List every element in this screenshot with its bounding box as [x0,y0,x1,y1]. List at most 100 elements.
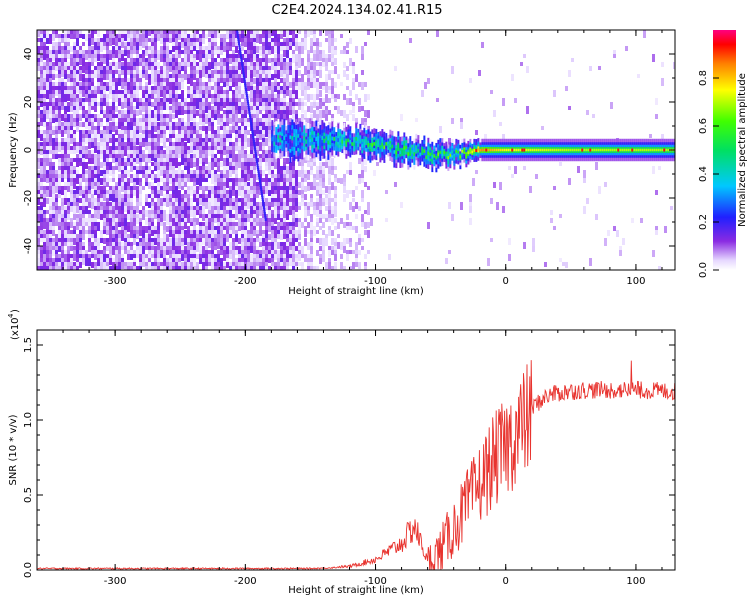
heat-cell [181,98,184,103]
heat-cell [358,82,361,87]
heat-cell [316,202,319,206]
heat-cell [76,250,79,254]
heat-cell [334,218,337,223]
heat-cell [268,234,271,240]
heat-cell [109,234,112,240]
heat-cell [52,30,55,35]
heat-cell [193,98,196,103]
heat-cell [175,58,178,64]
heat-cell [202,114,205,118]
heat-cell [283,262,286,267]
heat-cell [136,150,139,156]
heat-cell [64,250,67,257]
heat-cell [235,42,238,48]
heat-cell [133,130,136,134]
heat-cell [154,206,157,211]
heat-cell [106,238,109,244]
heat-cell [49,170,52,176]
heat-cell [250,90,253,97]
heat-cell [352,262,355,269]
heat-cell [142,86,145,92]
heat-cell [163,50,166,57]
heat-cell [331,70,334,74]
heat-cell [262,254,265,259]
heat-cell [94,214,97,219]
heat-cell [352,66,355,74]
heat-cell [70,118,73,126]
heat-cell [229,190,232,198]
heat-cell [223,214,226,221]
heat-cell [139,266,142,270]
heat-cell [217,54,220,58]
heat-cell [94,146,97,153]
heat-cell [97,266,100,270]
heat-cell [43,198,46,202]
heat-cell [61,86,64,90]
heat-cell [136,62,139,66]
heat-cell [67,158,70,165]
heat-cell [148,74,151,79]
heat-cell [292,174,295,178]
heat-cell [283,114,286,118]
heat-cell [289,122,292,128]
heat-cell [133,126,136,133]
heat-cell [187,158,190,162]
heat-cell [160,254,163,258]
heat-cell [160,82,163,86]
heat-cell [334,174,337,180]
heat-cell [196,254,199,259]
heat-cell [124,150,127,156]
heat-cell [76,198,79,204]
heat-cell [319,30,322,36]
heat-cell [250,206,253,212]
heat-cell [79,154,82,158]
heat-cell [229,158,232,163]
heat-cell [79,258,82,263]
heat-cell [115,34,118,38]
heat-cell [178,166,181,171]
heat-cell [304,34,307,40]
heat-cell [238,266,241,270]
heat-cell [136,214,139,221]
heat-cell [163,178,166,182]
heat-cell [331,206,334,210]
heat-cell [85,62,88,70]
heat-cell [43,142,46,148]
heat-cell [244,34,247,39]
heat-cell [202,102,205,107]
heat-cell [70,70,73,75]
heat-cell [280,242,283,247]
heat-cell [226,258,229,263]
heat-cell [322,62,325,67]
heat-cell [265,262,268,266]
heat-cell [298,202,301,206]
heat-cell [178,190,181,194]
heat-cell [97,182,100,186]
heat-cell [130,82,133,87]
heat-cell [64,198,67,205]
heat-cell [172,266,175,270]
heat-cell [325,30,328,36]
heat-cell [85,186,88,192]
heat-cell [115,130,118,135]
heat-cell [316,210,319,217]
heat-cell [289,118,292,123]
heat-cell [268,114,271,118]
heat-cell [157,158,160,164]
heat-cell [85,210,88,214]
heat-cell [40,210,43,214]
heat-cell [70,114,73,118]
heat-cell [79,90,82,95]
heat-cell [145,198,148,203]
heat-cell [118,78,121,83]
heat-cell [88,214,91,220]
heat-cell [262,186,265,190]
heat-cell [205,90,208,94]
heat-cell [283,230,286,236]
heat-cell [190,46,193,51]
heat-cell [175,38,178,42]
heat-cell [124,134,127,140]
heat-cell [193,226,196,231]
heat-cell [322,198,325,202]
heat-cell [61,266,64,270]
